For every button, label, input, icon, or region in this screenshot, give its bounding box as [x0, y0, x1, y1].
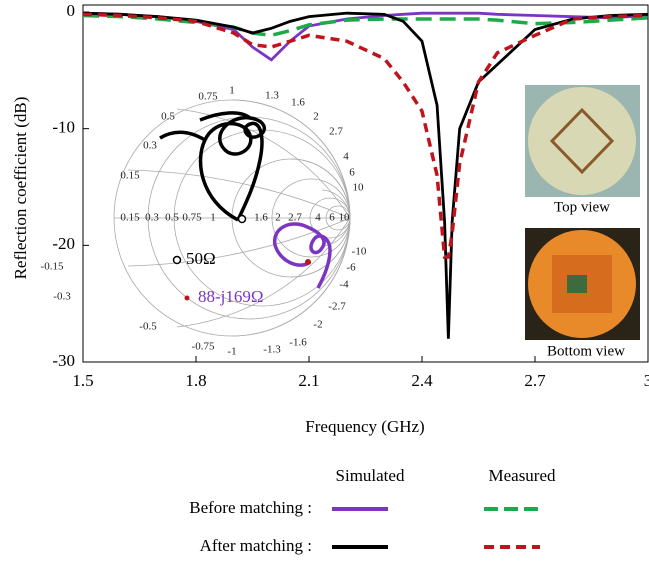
smith-label: 0.15: [120, 212, 140, 224]
x-tick-label: 1.8: [185, 371, 206, 390]
smith-label: 1.6: [254, 212, 268, 224]
smith-label: -10: [352, 246, 367, 258]
legend-row-label: After matching :: [200, 536, 312, 555]
y-tick-label: 0: [67, 1, 76, 20]
smith-label: 6: [329, 212, 335, 224]
smith-label: 0.3: [145, 212, 159, 224]
y-tick-label: -20: [52, 234, 75, 253]
annotation: 88-j169Ω: [198, 287, 264, 306]
photo-caption: Top view: [554, 199, 610, 215]
y-tick-label: -30: [52, 351, 75, 370]
y-axis-label: Reflection coefficient (dB): [11, 97, 30, 280]
smith-label: 1: [229, 85, 235, 97]
smith-label: 0.3: [143, 140, 157, 152]
smith-label: 2: [313, 111, 319, 123]
smith-label: 2: [275, 212, 281, 224]
photo-bottom: [525, 228, 640, 340]
legend-header: Measured: [488, 466, 556, 485]
x-tick-label: 3: [644, 371, 649, 390]
smith-label: -0.5: [139, 321, 157, 333]
photo-top: [525, 85, 640, 197]
x-tick-label: 1.5: [72, 371, 93, 390]
smith-label: 1.6: [291, 97, 305, 109]
smith-label: 0.5: [165, 212, 179, 224]
legend-row-label: Before matching :: [189, 498, 312, 517]
smith-label: -1: [227, 346, 236, 358]
series-line: [82, 12, 649, 259]
smith-label: -6: [346, 262, 356, 274]
smith-label: 4: [343, 151, 349, 163]
series-line: [82, 11, 649, 339]
smith-label: 4: [315, 212, 321, 224]
smith-label: -1.3: [263, 344, 281, 356]
smith-label: 10: [339, 212, 351, 224]
smith-label: -0.3: [53, 291, 71, 303]
smith-label: 6: [349, 167, 355, 179]
smith-label: -2: [313, 319, 322, 331]
x-tick-label: 2.7: [524, 371, 546, 390]
smith-label: 2.7: [288, 212, 302, 224]
x-axis-label: Frequency (GHz): [305, 417, 424, 436]
smith-label: 1.3: [265, 90, 279, 102]
smith-label: -0.75: [192, 341, 215, 353]
photo-caption: Bottom view: [547, 343, 625, 359]
smith-label: -2.7: [328, 301, 346, 313]
y-tick-label: -10: [52, 118, 75, 137]
smith-label: 0.15: [120, 170, 140, 182]
smith-label: 10: [353, 182, 365, 194]
smith-label: -1.6: [289, 337, 307, 349]
smith-label: 1: [210, 212, 216, 224]
x-tick-label: 2.4: [411, 371, 433, 390]
smith-label: -4: [339, 279, 349, 291]
smith-label: -0.15: [41, 261, 64, 273]
plot-frame: [82, 4, 649, 363]
legend-header: Simulated: [336, 466, 405, 485]
smith-label: 0.75: [182, 212, 202, 224]
smith-label: 0.5: [161, 111, 175, 123]
annotation: 50Ω: [186, 249, 216, 268]
x-tick-label: 2.1: [298, 371, 319, 390]
smith-label: 0.75: [198, 91, 218, 103]
smith-label: 2.7: [329, 126, 343, 138]
